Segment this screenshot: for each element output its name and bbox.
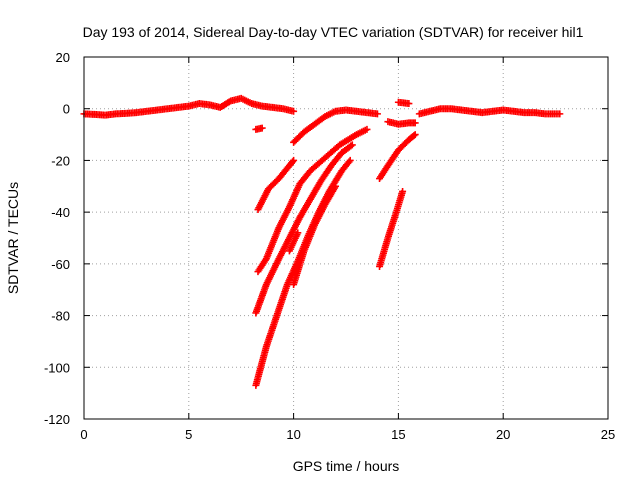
chart-title: Day 193 of 2014, Sidereal Day-to-day VTE… bbox=[83, 24, 584, 40]
data-point bbox=[411, 131, 419, 139]
data-point bbox=[556, 110, 564, 118]
data-point bbox=[258, 124, 266, 132]
y-tick-label: -20 bbox=[51, 153, 70, 168]
data-point bbox=[405, 100, 413, 108]
data-point bbox=[346, 156, 354, 164]
data-points bbox=[80, 94, 564, 389]
x-tick-label: 0 bbox=[80, 427, 87, 442]
y-tick-label: -120 bbox=[44, 412, 70, 427]
y-axis-label: SDTVAR / TECUs bbox=[5, 182, 21, 294]
data-point bbox=[399, 187, 407, 195]
data-point bbox=[411, 119, 419, 127]
data-point bbox=[345, 158, 353, 166]
data-point bbox=[290, 156, 298, 164]
y-tick-label: -40 bbox=[51, 205, 70, 220]
x-tick-label: 15 bbox=[391, 427, 405, 442]
data-point bbox=[290, 107, 298, 115]
data-point bbox=[410, 132, 418, 140]
data-point bbox=[348, 141, 356, 149]
data-point bbox=[373, 110, 381, 118]
data-point bbox=[225, 98, 233, 106]
y-tick-label: -60 bbox=[51, 257, 70, 272]
x-tick-label: 25 bbox=[601, 427, 615, 442]
axis-ticks: 0 5 10 15 20 25 20 0 -20 -40 -60 -80 -100 -120 bbox=[44, 50, 615, 442]
x-axis-label: GPS time / hours bbox=[293, 458, 400, 474]
data-point bbox=[332, 182, 340, 190]
data-point bbox=[289, 158, 297, 166]
y-tick-label: 0 bbox=[63, 102, 70, 117]
y-tick-label: -80 bbox=[51, 309, 70, 324]
x-tick-label: 10 bbox=[286, 427, 300, 442]
y-tick-label: 20 bbox=[56, 50, 70, 65]
x-tick-label: 20 bbox=[496, 427, 510, 442]
data-point bbox=[363, 125, 371, 133]
y-tick-label: -100 bbox=[44, 360, 70, 375]
x-tick-label: 5 bbox=[185, 427, 192, 442]
plot-frame bbox=[83, 56, 609, 420]
data-point bbox=[347, 142, 355, 150]
data-point bbox=[294, 229, 302, 237]
